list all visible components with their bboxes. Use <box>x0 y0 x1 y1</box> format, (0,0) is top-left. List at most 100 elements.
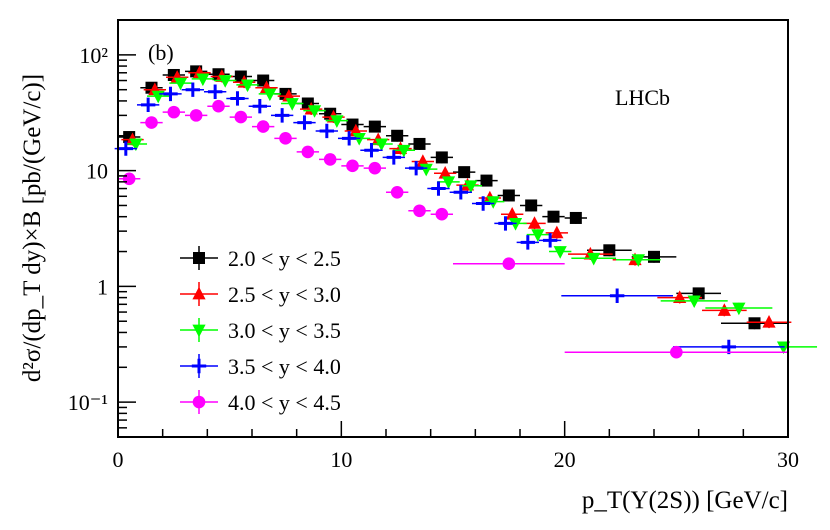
data-point <box>151 90 165 104</box>
data-point <box>547 210 560 223</box>
legend-item-1: 2.0 < y < 2.5 <box>180 246 341 271</box>
data-point <box>453 185 469 200</box>
data-point <box>603 244 616 257</box>
data-point <box>263 88 277 102</box>
data-point <box>163 86 178 102</box>
legend-label: 2.0 < y < 2.5 <box>228 246 341 271</box>
legend: 2.0 < y < 2.5 2.5 < y < 3.0 3.0 < y < 3.5 3… <box>180 246 341 415</box>
x-tick-label: 0 <box>113 447 124 472</box>
data-point <box>486 196 500 209</box>
legend-label: 3.5 < y < 4.0 <box>228 354 341 379</box>
data-point <box>341 131 357 146</box>
data-point <box>762 315 776 328</box>
data-point <box>196 73 210 87</box>
data-point <box>185 82 201 97</box>
data-point <box>687 295 701 309</box>
data-point <box>508 217 523 231</box>
y-tick-label: 10 <box>86 159 108 184</box>
data-point <box>631 254 645 267</box>
data-point <box>525 199 538 212</box>
data-point <box>502 257 516 271</box>
data-point <box>319 123 335 139</box>
legend-marker <box>192 286 206 300</box>
series-3 <box>124 73 818 355</box>
legend-item-5: 4.0 < y < 4.5 <box>180 390 341 415</box>
data-point <box>413 204 426 218</box>
y-axis-label: d²σ/(dp_T dy)×B [pb/(GeV/c)] <box>19 74 46 382</box>
legend-marker <box>191 358 207 374</box>
data-point <box>391 129 404 142</box>
data-point <box>279 132 292 145</box>
data-point <box>207 84 223 99</box>
data-point <box>368 161 382 175</box>
data-point <box>531 229 545 242</box>
data-point <box>234 110 248 124</box>
data-point <box>480 174 493 187</box>
legend-item-3: 3.0 < y < 3.5 <box>180 318 341 343</box>
data-point <box>438 165 452 179</box>
data-point <box>218 75 232 88</box>
data-point <box>364 143 379 158</box>
x-tick-label: 10 <box>330 447 352 472</box>
data-point <box>368 120 381 133</box>
series-5 <box>118 99 788 359</box>
data-point <box>122 172 136 186</box>
legend-marker <box>193 252 205 264</box>
data-point <box>550 225 564 239</box>
legend-label: 4.0 < y < 4.5 <box>228 390 341 415</box>
data-point <box>670 345 683 359</box>
x-tick-label: 20 <box>554 447 576 472</box>
data-point <box>140 97 156 113</box>
data-point <box>330 115 344 128</box>
legend-item-2: 2.5 < y < 3.0 <box>180 282 341 307</box>
data-point <box>212 99 225 113</box>
plot-frame <box>117 19 789 438</box>
data-point <box>307 105 322 118</box>
data-point <box>167 105 181 119</box>
data-point <box>346 159 359 173</box>
data-point <box>441 176 456 190</box>
data-point <box>569 211 582 224</box>
panel-label: (b) <box>148 40 174 65</box>
experiment-label: LHCb <box>615 85 670 110</box>
data-point <box>475 196 491 211</box>
data-point <box>520 235 536 250</box>
data-point <box>498 216 513 231</box>
legend-marker <box>192 395 206 409</box>
x-tick-label: 30 <box>777 447 799 472</box>
data-point <box>413 137 426 150</box>
data-point <box>542 233 558 248</box>
data-point <box>274 108 290 123</box>
data-point <box>416 154 430 167</box>
data-point <box>390 185 404 199</box>
data-point <box>123 131 136 144</box>
data-point <box>374 138 389 152</box>
data-point <box>587 252 601 266</box>
data-point <box>129 138 143 152</box>
data-point <box>435 151 448 164</box>
data-point <box>301 145 315 159</box>
y-tick-label: 10⁻¹ <box>68 390 108 415</box>
data-point <box>118 141 134 156</box>
legend-label: 2.5 < y < 3.0 <box>228 282 341 307</box>
data-point <box>408 160 424 176</box>
y-tick-label: 10² <box>79 43 108 68</box>
data-point <box>717 303 731 316</box>
data-point <box>252 99 268 114</box>
data-point <box>464 180 478 193</box>
data-point <box>505 207 519 220</box>
data-point <box>609 288 625 303</box>
data-point <box>527 216 542 229</box>
data-point <box>352 132 366 146</box>
data-point <box>502 189 515 202</box>
data-point <box>256 120 270 133</box>
series-4 <box>114 82 785 355</box>
data-point <box>435 207 449 221</box>
data-point <box>397 144 411 158</box>
data-point <box>285 98 299 111</box>
data-point <box>553 246 567 259</box>
data-point <box>323 153 337 166</box>
data-point <box>458 166 471 179</box>
axes: 0 10 20 30 10⁻¹ 1 10 10² <box>68 19 799 472</box>
